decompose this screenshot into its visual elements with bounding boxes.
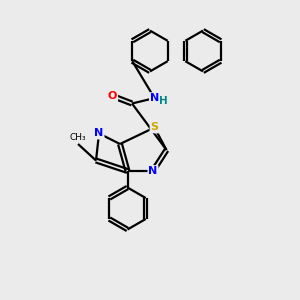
Text: O: O	[108, 91, 117, 101]
Text: N: N	[94, 128, 103, 139]
Text: H: H	[159, 95, 168, 106]
Text: S: S	[151, 122, 158, 133]
Text: N: N	[150, 93, 159, 103]
Text: N: N	[148, 166, 158, 176]
Text: CH₃: CH₃	[70, 133, 86, 142]
